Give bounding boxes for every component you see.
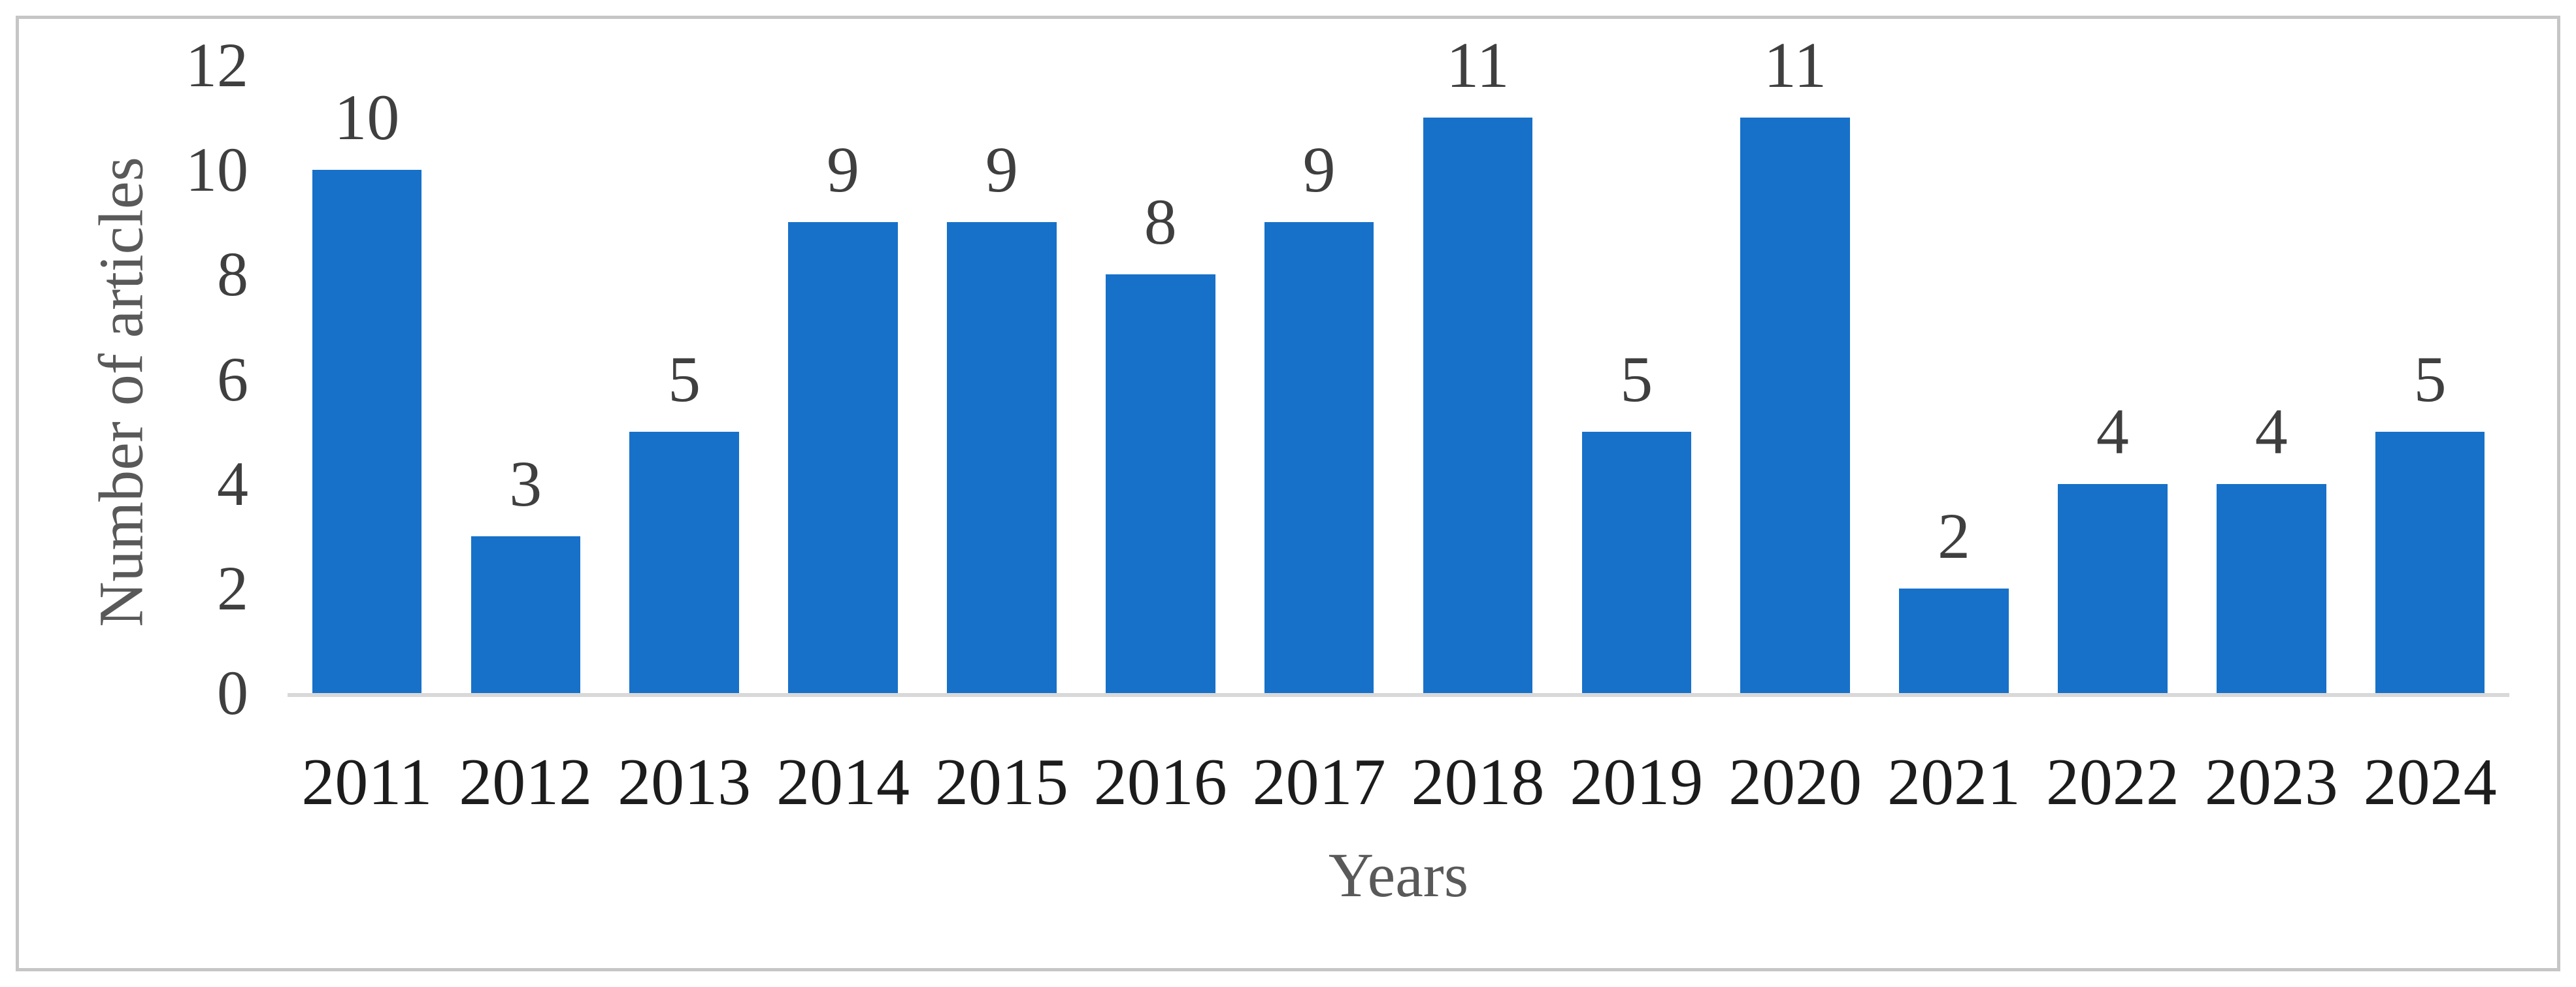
bar-value-label: 9 bbox=[1302, 133, 1336, 206]
bar-slot-2016: 8 bbox=[1081, 65, 1240, 693]
bar-2015 bbox=[947, 222, 1057, 693]
bar-2017 bbox=[1264, 222, 1374, 693]
x-tick-label-2019: 2019 bbox=[1570, 745, 1704, 819]
bar-value-label: 5 bbox=[668, 342, 701, 415]
bar-slot-2013: 5 bbox=[605, 65, 764, 693]
bar-2012 bbox=[471, 536, 581, 693]
bar-slot-2011: 10 bbox=[288, 65, 446, 693]
x-tick-label-2020: 2020 bbox=[1728, 745, 1862, 819]
x-tick-label-2024: 2024 bbox=[2363, 745, 2497, 819]
bar-slot-2021: 2 bbox=[1875, 65, 2034, 693]
bar-2023 bbox=[2216, 483, 2326, 693]
bar-value-label: 10 bbox=[334, 81, 400, 154]
bar-slot-2012: 3 bbox=[446, 65, 605, 693]
bar-value-label: 11 bbox=[1764, 29, 1827, 102]
bar-2018 bbox=[1423, 118, 1533, 693]
x-axis-line bbox=[288, 693, 2509, 697]
y-tick-label: 4 bbox=[217, 448, 248, 519]
y-tick-label: 2 bbox=[217, 553, 248, 623]
x-tick-label-2023: 2023 bbox=[2204, 745, 2338, 819]
bar-2019 bbox=[1581, 431, 1692, 693]
bar-slot-2023: 4 bbox=[2192, 65, 2351, 693]
bar-value-label: 9 bbox=[985, 133, 1018, 206]
x-tick-label-2018: 2018 bbox=[1411, 745, 1545, 819]
y-tick-label: 12 bbox=[186, 30, 248, 100]
y-axis-ticks: 0 2 4 6 8 10 12 bbox=[0, 0, 248, 987]
bar-2021 bbox=[1899, 588, 2009, 693]
x-tick-label-2021: 2021 bbox=[1887, 745, 2021, 819]
bar-2022 bbox=[2058, 483, 2168, 693]
bar-slot-2020: 11 bbox=[1716, 31, 1875, 693]
bar-slot-2019: 5 bbox=[1557, 65, 1716, 693]
bar-value-label: 5 bbox=[2413, 342, 2447, 415]
bar-slot-2015: 9 bbox=[922, 65, 1081, 693]
bar-2024 bbox=[2375, 431, 2485, 693]
y-tick-label: 6 bbox=[217, 344, 248, 414]
bar-slot-2022: 4 bbox=[2033, 65, 2192, 693]
x-tick-label-2016: 2016 bbox=[1093, 745, 1227, 819]
bar-value-label: 9 bbox=[827, 133, 859, 206]
bar-slot-2017: 9 bbox=[1240, 65, 1398, 693]
y-tick-label: 8 bbox=[217, 239, 248, 310]
x-tick-label-2011: 2011 bbox=[301, 745, 433, 819]
bar-slot-2024: 5 bbox=[2351, 65, 2509, 693]
x-axis-labels: 2011 2012 2013 2014 2015 2016 2017 2018 2019 2020… bbox=[288, 748, 2509, 817]
y-tick-label: 0 bbox=[217, 658, 248, 728]
bar-2011 bbox=[312, 170, 422, 693]
bar-value-label: 11 bbox=[1446, 29, 1510, 102]
bar-2014 bbox=[788, 222, 898, 693]
bar-value-label: 3 bbox=[509, 447, 542, 520]
x-tick-label-2013: 2013 bbox=[618, 745, 751, 819]
bar-2020 bbox=[1740, 118, 1850, 693]
bar-series: 10 3 5 9 9 8 9 11 5 11 2 4 4 5 bbox=[288, 31, 2509, 693]
x-tick-label-2022: 2022 bbox=[2045, 745, 2179, 819]
bar-2016 bbox=[1105, 274, 1215, 693]
plot-area: 10 3 5 9 9 8 9 11 5 11 2 4 4 5 bbox=[288, 31, 2509, 697]
bar-2013 bbox=[629, 431, 739, 693]
bar-value-label: 8 bbox=[1144, 186, 1177, 259]
bar-value-label: 2 bbox=[1938, 499, 1971, 572]
x-axis-title: Years bbox=[1328, 840, 1469, 910]
x-tick-label-2017: 2017 bbox=[1252, 745, 1386, 819]
bar-value-label: 5 bbox=[1620, 342, 1653, 415]
bar-slot-2014: 9 bbox=[764, 65, 923, 693]
x-tick-label-2014: 2014 bbox=[776, 745, 910, 819]
x-tick-label-2015: 2015 bbox=[934, 745, 1068, 819]
bar-value-label: 4 bbox=[2254, 395, 2288, 468]
x-tick-label-2012: 2012 bbox=[459, 745, 593, 819]
bar-value-label: 4 bbox=[2096, 395, 2129, 468]
y-tick-label: 10 bbox=[186, 135, 248, 205]
bar-slot-2018: 11 bbox=[1398, 31, 1557, 693]
